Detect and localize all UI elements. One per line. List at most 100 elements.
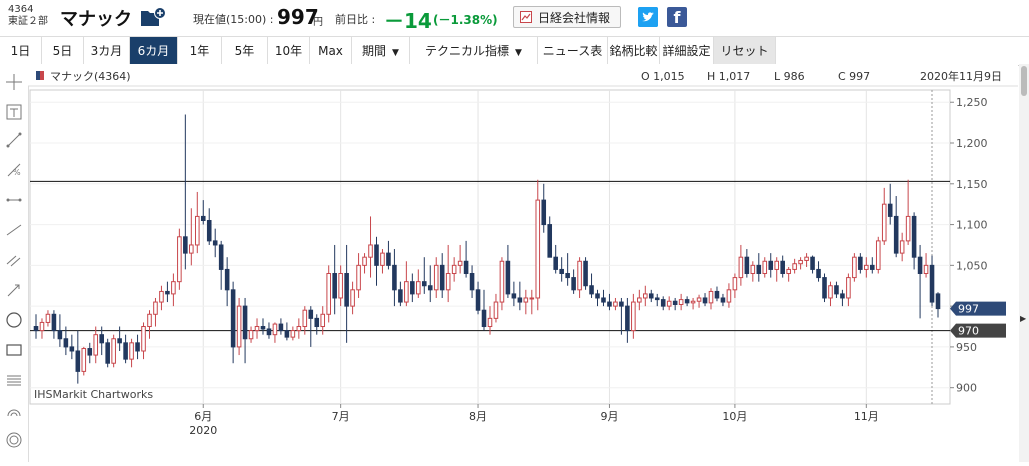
add-to-portfolio-icon[interactable] xyxy=(140,7,166,27)
tab-1[interactable]: 5日 xyxy=(42,37,84,65)
candle-body xyxy=(296,326,302,332)
candle-body xyxy=(720,297,726,303)
candle-body xyxy=(374,244,379,266)
candle-body xyxy=(810,256,815,270)
candle-body xyxy=(631,301,636,332)
candle-body xyxy=(565,273,570,279)
candle-body xyxy=(410,281,415,295)
candlestick-chart[interactable]: マナック(4364) O 1,015 H 1,017 L 986 C 997 2020年1… xyxy=(28,64,1018,462)
tab-2[interactable]: 3カ月 xyxy=(84,37,130,65)
page-scrollbar[interactable]: ▶ xyxy=(1019,64,1029,462)
tab-label: 1日 xyxy=(10,44,31,58)
candle-body xyxy=(320,313,326,328)
facebook-icon[interactable]: f xyxy=(667,7,687,27)
candle-body xyxy=(905,215,911,242)
nikkei-button-label: 日経会社情報 xyxy=(538,11,611,25)
dropdown-caret-icon: ▼ xyxy=(392,48,399,58)
tab-0[interactable]: 1日 xyxy=(0,37,42,65)
candle-body xyxy=(786,268,791,275)
candle-body xyxy=(51,313,57,332)
candle-body xyxy=(517,297,523,303)
scrollbar-thumb[interactable] xyxy=(1021,66,1027,96)
candle-body xyxy=(637,297,642,303)
tab-label: 10年 xyxy=(274,44,303,58)
candle-body xyxy=(177,236,182,283)
expand-arrow-icon[interactable]: ▶ xyxy=(1020,314,1027,323)
candle-body xyxy=(487,317,493,328)
tab-4[interactable]: 1年 xyxy=(178,37,222,65)
trend-line-icon[interactable] xyxy=(4,220,24,240)
arrow-icon[interactable] xyxy=(4,280,24,300)
tab-7[interactable]: Max xyxy=(310,37,352,65)
tab-8[interactable]: 期間 ▼ xyxy=(352,37,410,65)
line-icon[interactable] xyxy=(4,130,24,150)
legend-close: C 997 xyxy=(838,70,870,83)
tab-10[interactable]: ニュース表示 xyxy=(538,37,608,86)
candle-body xyxy=(469,273,475,291)
fib-icon[interactable] xyxy=(4,370,24,390)
tab-9[interactable]: テクニカル指標 ▼ xyxy=(410,37,538,65)
tab-13[interactable]: リセット xyxy=(714,37,776,65)
tab-label: 銘柄比較 xyxy=(609,44,658,58)
candle-body xyxy=(416,281,421,295)
tab-5[interactable]: 5年 xyxy=(222,37,268,65)
horizontal-ray-icon[interactable] xyxy=(4,190,24,210)
market-name: 東証２部 xyxy=(8,16,48,27)
candle-body xyxy=(326,273,331,315)
candle-body xyxy=(314,317,320,328)
tab-3[interactable]: 6カ月 xyxy=(130,37,178,65)
price-marker xyxy=(950,323,1006,338)
crosshair-icon[interactable] xyxy=(4,72,24,92)
candle-body xyxy=(923,264,929,275)
candle-body xyxy=(398,289,403,303)
change-label: 前日比 : xyxy=(335,13,376,26)
stock-code-block: 4364 東証２部 xyxy=(8,4,48,28)
nikkei-company-info-button[interactable]: 日経会社情報 xyxy=(513,6,621,28)
spiral-icon[interactable] xyxy=(4,430,24,450)
dropdown-caret-icon: ▼ xyxy=(515,48,522,58)
candle-body xyxy=(260,326,266,330)
rectangle-icon[interactable] xyxy=(4,340,24,360)
x-tick-label: 7月 xyxy=(332,410,350,423)
candle-body xyxy=(39,321,45,332)
tab-12[interactable]: 詳細設定 xyxy=(660,37,714,65)
candle-body xyxy=(571,277,576,291)
candle-body xyxy=(344,273,349,307)
price-chart[interactable]: マナック(4364) O 1,015 H 1,017 L 986 C 997 2020年1… xyxy=(28,64,1018,462)
candle-body xyxy=(613,301,618,307)
candle-body xyxy=(929,264,935,303)
quote-header: 4364 東証２部 マナック 現在値(15:00) : 997 円 前日比 : … xyxy=(0,0,1029,36)
tab-6[interactable]: 10年 xyxy=(268,37,310,65)
twitter-icon[interactable] xyxy=(638,7,658,27)
price-label: 現在値(15:00) : xyxy=(193,13,274,26)
candle-body xyxy=(69,346,75,352)
candle-body xyxy=(439,264,445,291)
candle-body xyxy=(726,289,732,303)
drawing-tools-sidebar: % xyxy=(0,64,29,462)
circle-icon[interactable] xyxy=(4,310,24,330)
candle-body xyxy=(212,240,218,246)
arc-icon[interactable] xyxy=(4,400,24,420)
price-unit: 円 xyxy=(313,17,323,28)
tab-label: リセット xyxy=(720,44,769,58)
percent-line-icon[interactable]: % xyxy=(4,160,24,180)
legend-high: H 1,017 xyxy=(707,70,750,83)
text-icon[interactable] xyxy=(4,102,24,122)
tab-11[interactable]: 銘柄比較 xyxy=(608,37,660,65)
candle-body xyxy=(362,256,367,266)
tab-label: Max xyxy=(318,44,343,58)
candle-body xyxy=(183,236,188,254)
price-marker xyxy=(950,301,1006,316)
y-tick-label: 950 xyxy=(956,341,977,354)
company-name: マナック xyxy=(60,9,132,30)
channel-icon[interactable] xyxy=(4,250,24,270)
x-tick-label: 9月 xyxy=(600,410,618,423)
candle-body xyxy=(242,305,248,340)
candle-body xyxy=(625,305,630,332)
candle-body xyxy=(702,297,708,304)
tab-label: 5日 xyxy=(52,44,73,58)
legend-series-name: マナック(4364) xyxy=(50,70,131,83)
candle-body xyxy=(864,264,869,270)
y-tick-label: 1,150 xyxy=(956,178,988,191)
candle-body xyxy=(129,342,134,360)
